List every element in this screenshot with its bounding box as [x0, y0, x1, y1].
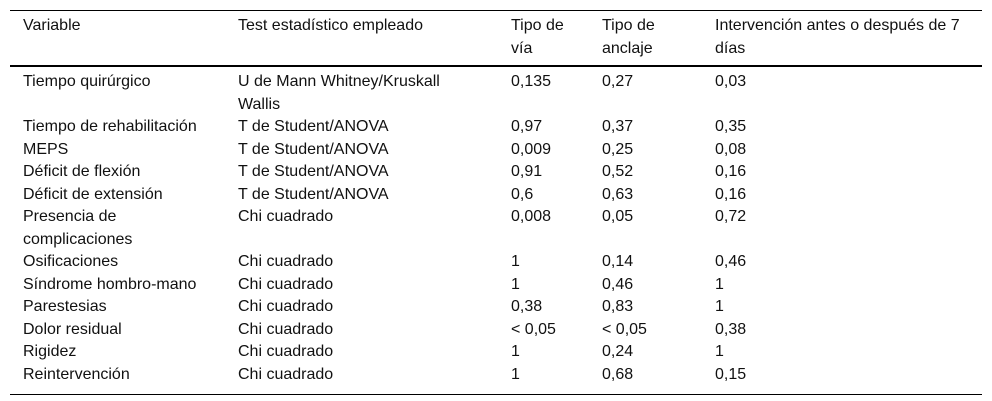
- cell-variable: Dolor residual: [23, 320, 122, 338]
- table-row: Síndrome hombro-mano Chi cuadrado 1 0,46 1: [10, 274, 982, 297]
- cell-tipo-via: 0,135: [511, 73, 552, 90]
- cell-intervencion-7-dias: 0,72: [715, 208, 747, 225]
- table-row: Tiempo de rehabilitación T de Student/ANO…: [10, 116, 982, 139]
- cell-test-estadistico: Chi cuadrado: [238, 365, 334, 383]
- cell-tipo-via: 1: [511, 343, 520, 360]
- table-row: Reintervención Chi cuadrado 1 0,68 0,15: [10, 364, 982, 395]
- cell-intervencion-7-dias: 1: [715, 298, 724, 315]
- cell-test-estadistico: Chi cuadrado: [238, 343, 334, 360]
- cell-variable: Síndrome hombro-mano: [23, 275, 197, 293]
- cell-test-estadistico: Chi cuadrado: [238, 320, 334, 338]
- cell-tipo-anclaje: 0,24: [602, 343, 634, 360]
- cell-tipo-via: 0,97: [511, 118, 543, 135]
- cell-tipo-anclaje: 0,46: [602, 275, 634, 293]
- cell-variable: Déficit de extensión: [23, 185, 163, 203]
- table-body: Tiempo quirúrgico U de Mann Whitney/Krusk…: [10, 66, 982, 395]
- cell-tipo-via: 1: [511, 365, 520, 383]
- cell-tipo-via: 0,38: [511, 298, 543, 315]
- table-row: Presencia de complicaciones Chi cuadrado 0…: [10, 206, 982, 251]
- table-row: Parestesias Chi cuadrado 0,38 0,83 1: [10, 296, 982, 319]
- cell-tipo-anclaje: 0,05: [602, 208, 634, 225]
- cell-tipo-anclaje: 0,25: [602, 140, 634, 158]
- cell-tipo-anclaje: 0,14: [602, 253, 634, 270]
- cell-test-estadistico: Chi cuadrado: [238, 275, 334, 293]
- table-row: Dolor residual Chi cuadrado < 0,05 < 0,05 0,…: [10, 319, 982, 342]
- cell-test-estadistico: Chi cuadrado: [238, 253, 334, 270]
- column-header-tipo-anclaje: Tipo de anclaje: [589, 10, 702, 67]
- cell-variable: MEPS: [23, 140, 69, 158]
- table-row: Déficit de flexión T de Student/ANOVA 0,91…: [10, 161, 982, 184]
- cell-tipo-anclaje: < 0,05: [602, 320, 647, 338]
- cell-tipo-via: 0,008: [511, 208, 552, 225]
- cell-variable: Presencia de complicaciones: [23, 208, 133, 248]
- cell-intervencion-7-dias: 0,15: [715, 365, 747, 383]
- cell-tipo-anclaje: 0,68: [602, 365, 634, 383]
- cell-intervencion-7-dias: 0,38: [715, 320, 747, 338]
- cell-test-estadistico: Chi cuadrado: [238, 298, 334, 315]
- column-header-variable: Variable: [10, 10, 225, 67]
- cell-intervencion-7-dias: 1: [715, 343, 724, 360]
- cell-variable: Rigidez: [23, 343, 77, 360]
- cell-test-estadistico: T de Student/ANOVA: [238, 118, 389, 135]
- column-header-tipo-via: Tipo de vía: [498, 10, 589, 67]
- cell-intervencion-7-dias: 0,35: [715, 118, 747, 135]
- table-row: Déficit de extensión T de Student/ANOVA 0,…: [10, 184, 982, 207]
- cell-test-estadistico: Chi cuadrado: [238, 208, 334, 225]
- cell-tipo-anclaje: 0,37: [602, 118, 634, 135]
- cell-tipo-via: 0,6: [511, 185, 534, 203]
- cell-tipo-via: 1: [511, 275, 520, 293]
- cell-variable: Reintervención: [23, 365, 130, 383]
- cell-tipo-anclaje: 0,27: [602, 73, 634, 90]
- column-header-intervencion-7-dias: Intervención antes o después de 7 días: [702, 10, 982, 67]
- table-row: Tiempo quirúrgico U de Mann Whitney/Krusk…: [10, 66, 982, 116]
- cell-tipo-anclaje: 0,52: [602, 163, 634, 180]
- table-header: Variable Test estadístico empleado Tipo …: [10, 10, 982, 67]
- cell-variable: Déficit de flexión: [23, 163, 141, 180]
- cell-variable: Tiempo de rehabilitación: [23, 118, 197, 135]
- cell-tipo-via: 0,009: [511, 140, 552, 158]
- table-row: Osificaciones Chi cuadrado 1 0,14 0,46: [10, 251, 982, 274]
- column-header-test-estadistico: Test estadístico empleado: [225, 10, 498, 67]
- cell-tipo-anclaje: 0,63: [602, 185, 634, 203]
- cell-intervencion-7-dias: 0,16: [715, 163, 747, 180]
- cell-intervencion-7-dias: 0,16: [715, 185, 747, 203]
- cell-intervencion-7-dias: 0,03: [715, 73, 747, 90]
- cell-variable: Parestesias: [23, 298, 107, 315]
- cell-tipo-via: 1: [511, 253, 520, 270]
- cell-test-estadistico: T de Student/ANOVA: [238, 185, 389, 203]
- statistical-tests-table: Variable Test estadístico empleado Tipo …: [10, 10, 982, 395]
- cell-variable: Tiempo quirúrgico: [23, 73, 151, 90]
- cell-tipo-via: < 0,05: [511, 320, 556, 338]
- cell-tipo-via: 0,91: [511, 163, 543, 180]
- table-row: Rigidez Chi cuadrado 1 0,24 1: [10, 341, 982, 364]
- cell-test-estadistico: T de Student/ANOVA: [238, 163, 389, 180]
- cell-test-estadistico: U de Mann Whitney/Kruskall Wallis: [238, 73, 440, 113]
- cell-intervencion-7-dias: 0,08: [715, 140, 747, 158]
- cell-test-estadistico: T de Student/ANOVA: [238, 140, 389, 158]
- table-row: MEPS T de Student/ANOVA 0,009 0,25 0,08: [10, 139, 982, 162]
- cell-variable: Osificaciones: [23, 253, 119, 270]
- cell-tipo-anclaje: 0,83: [602, 298, 634, 315]
- header-row: Variable Test estadístico empleado Tipo …: [10, 10, 982, 67]
- cell-intervencion-7-dias: 0,46: [715, 253, 747, 270]
- cell-intervencion-7-dias: 1: [715, 275, 724, 293]
